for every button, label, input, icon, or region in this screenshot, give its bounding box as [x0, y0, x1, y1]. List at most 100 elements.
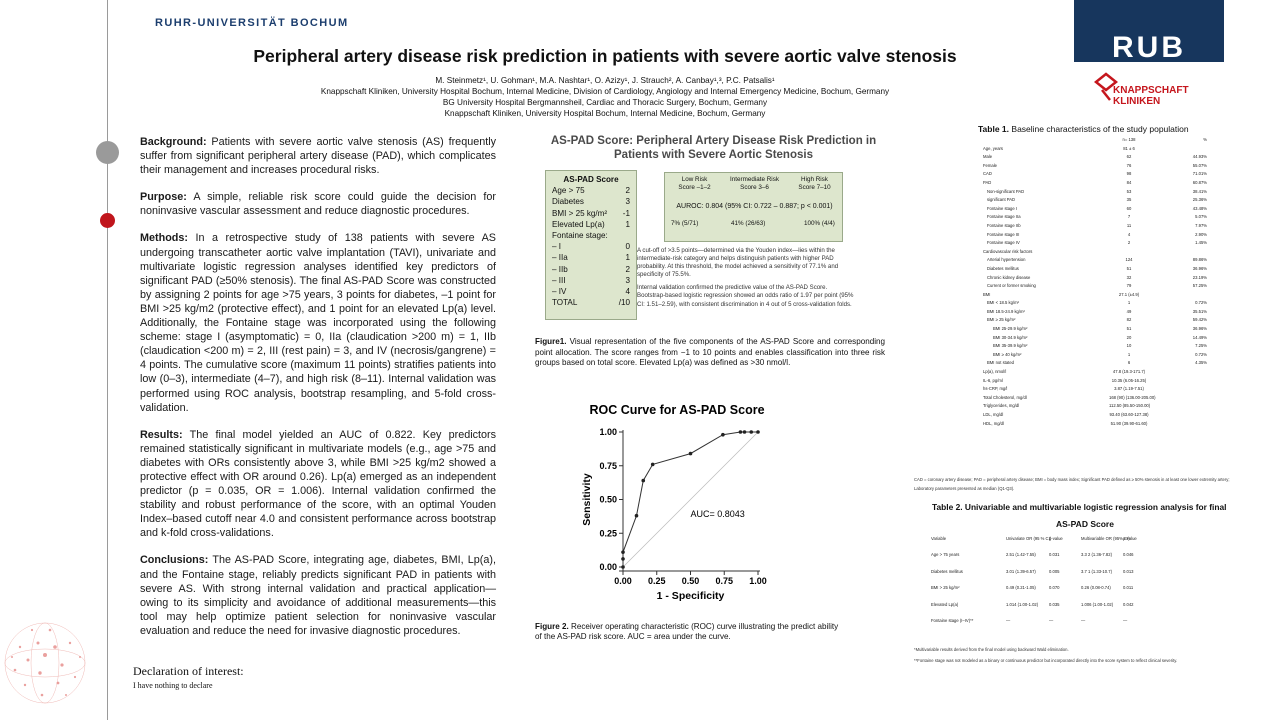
table-row: Male 62 44.93%: [983, 154, 1207, 160]
figure-1-title: AS-PAD Score: Peripheral Artery Disease …: [550, 135, 877, 161]
table-row: CAD 98 71.01%: [983, 171, 1207, 177]
conclusions-section: Conclusions: The AS-PAD Score, integrati…: [140, 554, 496, 637]
table-row: Triglycerides, mg/dl 112.50 (85.50-150.00…: [983, 403, 1151, 409]
score-row: – IV 4: [552, 286, 630, 297]
affiliation: Knappschaft Kliniken, University Hospita…: [320, 87, 890, 96]
score-label: – I: [552, 242, 561, 252]
risk-high: High Risk Score 7–10: [798, 176, 831, 191]
table-row: Elevated Lp(a) 1.014 (1.00-1.02) 0.035 1.00…: [931, 601, 1134, 607]
table-row: Fontaine stage IIb 11 7.97%: [987, 222, 1207, 228]
table-row: Fontaine stage III 4 2.90%: [987, 231, 1207, 237]
table-row: BMI 25-29.9 kg/m² 51 36.96%: [993, 326, 1207, 332]
score-points: 2: [625, 186, 630, 196]
score-points: -1: [622, 208, 630, 218]
table-row: BMI not stated 6 4.35%: [987, 360, 1207, 366]
author-block: M. Steinmetz¹, U. Gohman¹, M.A. Nashtar¹…: [0, 75, 1210, 119]
x-tick-label: 0.25: [648, 576, 666, 586]
reference-line: [622, 431, 759, 568]
hospital-logo-text: KNAPPSCHAFT KLINIKEN: [1113, 85, 1189, 107]
score-row: TOTAL/10: [552, 297, 630, 308]
score-box-title: AS-PAD Score: [563, 175, 619, 184]
table-row: Diabetes mellitus 3.01 (1.39-6.57) 0.005 3.…: [931, 568, 1134, 574]
table-row: Arterial hypertension 124 89.86%: [987, 257, 1207, 263]
score-row: Age > 75 2: [552, 185, 630, 196]
table-row: Fontaine stage IIa 7 5.07%: [987, 214, 1207, 220]
y-tick-label: 1.00: [599, 427, 617, 437]
table-row: Age, years 81 ± 6: [983, 145, 1135, 151]
table-header: n= 138%: [1122, 137, 1207, 142]
table-row: BMI > 25 kg/m² 0.49 (0.21-1.05) 0.070 0.26 …: [931, 585, 1134, 590]
roc-point: [742, 430, 747, 434]
score-row: – IIa 1: [552, 252, 630, 263]
figure-1-text: A cut-off of >3.5 points—determined via …: [637, 247, 854, 308]
results-section: Results: The final model yielded an AUC …: [140, 428, 496, 540]
author-list: M. Steinmetz¹, U. Gohman¹, M.A. Nashtar¹…: [435, 76, 775, 85]
y-tick-label: 0.75: [599, 461, 617, 471]
table-row: hs-CRP, mg/l 3.87 (1.19-7.51): [983, 386, 1144, 392]
score-points: 1: [625, 253, 630, 263]
score-label: BMI > 25 kg/m²: [552, 208, 608, 218]
risk-category-box: Low Risk Score –1–2 Intermediate Risk Scor…: [664, 172, 843, 242]
table-row: Non-significant PAD 53 38.41%: [987, 188, 1207, 194]
rub-logo: RUB: [1074, 0, 1224, 64]
y-tick-label: 0.50: [599, 495, 617, 505]
table-row: BMI ≥ 25 kg/m² 82 59.42%: [987, 317, 1207, 323]
table-2-subtitle: AS-PAD Score: [1056, 519, 1114, 529]
roc-point: [721, 432, 725, 437]
roc-point: [621, 557, 625, 561]
poster-title: Peripheral artery disease risk predictio…: [253, 46, 957, 66]
score-points: 2: [625, 264, 630, 274]
table-row: Diabetes mellitus 51 36.96%: [987, 265, 1207, 271]
figure-2-caption: Figure 2. Receiver operating characteris…: [535, 622, 839, 641]
y-tick-label: 0.25: [599, 528, 617, 538]
roc-point: [688, 451, 693, 456]
table-1-title: Table 1. Baseline characteristics of the…: [978, 124, 1189, 134]
pct-mid: 41% (26/63): [731, 220, 766, 227]
table-row: PAD 84 60.87%: [983, 179, 1207, 185]
score-box: AS-PAD Score Age > 75 2 Diabetes 3 BMI > 25 …: [545, 170, 637, 320]
figure-1-caption: Figure1. Visual representation of the fi…: [535, 337, 885, 367]
roc-point: [634, 513, 639, 518]
table-row: BMI 18.5-24.9 kg/m² 49 35.51%: [987, 308, 1207, 314]
chart-title: ROC Curve for AS-PAD Score: [589, 403, 764, 417]
auc-annotation: AUC= 0.8043: [691, 509, 745, 519]
x-tick-label: 1.00: [749, 576, 767, 586]
background-section: Background: Patients with severe aortic …: [140, 136, 497, 177]
risk-intermediate: Intermediate Risk Score 3–6: [730, 176, 779, 191]
score-row: – IIb 2: [552, 264, 630, 275]
score-points: 0: [625, 242, 630, 252]
abstract: Background: Patients with severe aortic …: [140, 135, 496, 651]
timeline-line: [107, 0, 108, 720]
declaration-heading: Declaration of interest:: [133, 664, 244, 678]
auroc-text: AUROC: 0.804 (95% CI: 0.722 – 0.887; p <…: [676, 203, 833, 210]
score-label: – IV: [552, 287, 567, 297]
figure-1: AS-PAD Score: Peripheral Artery Disease …: [541, 130, 886, 331]
table-1: n= 138% Age, years 81 ± 6 Male 62 44.93% Femal…: [981, 136, 1219, 428]
knappschaft-logo-icon: [1093, 72, 1119, 101]
roc-point: [738, 430, 743, 434]
table-row: IL-6, pg/ml 10.35 (6.05-16.25): [983, 377, 1147, 383]
score-row: Fontaine stage:: [552, 230, 630, 241]
x-tick-label: 0.50: [682, 576, 700, 586]
table-row: Fontaine stage I 60 43.48%: [987, 205, 1207, 211]
score-row: BMI > 25 kg/m² -1: [552, 208, 630, 219]
timeline-dot-gray: [96, 141, 119, 164]
table-row: Fontaine stage IV 2 1.45%: [987, 240, 1207, 246]
x-axis-label: 1 - Specificity: [657, 590, 725, 602]
score-row: – I 0: [552, 241, 630, 252]
table-row: HDL, mg/dl 51.90 (39.90-61.60): [983, 420, 1148, 426]
score-points: 3: [625, 275, 630, 285]
x-tick-label: 0.00: [614, 576, 632, 586]
score-row: Elevated Lp(a) 1: [552, 219, 630, 230]
table-row: BMI 35-39.9 kg/m² 10 7.25%: [993, 343, 1207, 349]
score-row: Diabetes 3: [552, 196, 630, 207]
methods-section: Methods: In a retrospective study of 138…: [140, 232, 496, 414]
roc-point: [621, 550, 625, 554]
table-row: significant PAD 35 25.36%: [987, 197, 1207, 203]
score-label: Elevated Lp(a): [552, 219, 605, 229]
declaration-text: I have nothing to declare: [133, 681, 213, 690]
risk-low: Low Risk Score –1–2: [678, 176, 711, 191]
purpose-section: Purpose: A simple, reliable risk score c…: [140, 191, 496, 218]
score-label: – IIa: [552, 253, 568, 263]
roc-point: [650, 462, 655, 467]
